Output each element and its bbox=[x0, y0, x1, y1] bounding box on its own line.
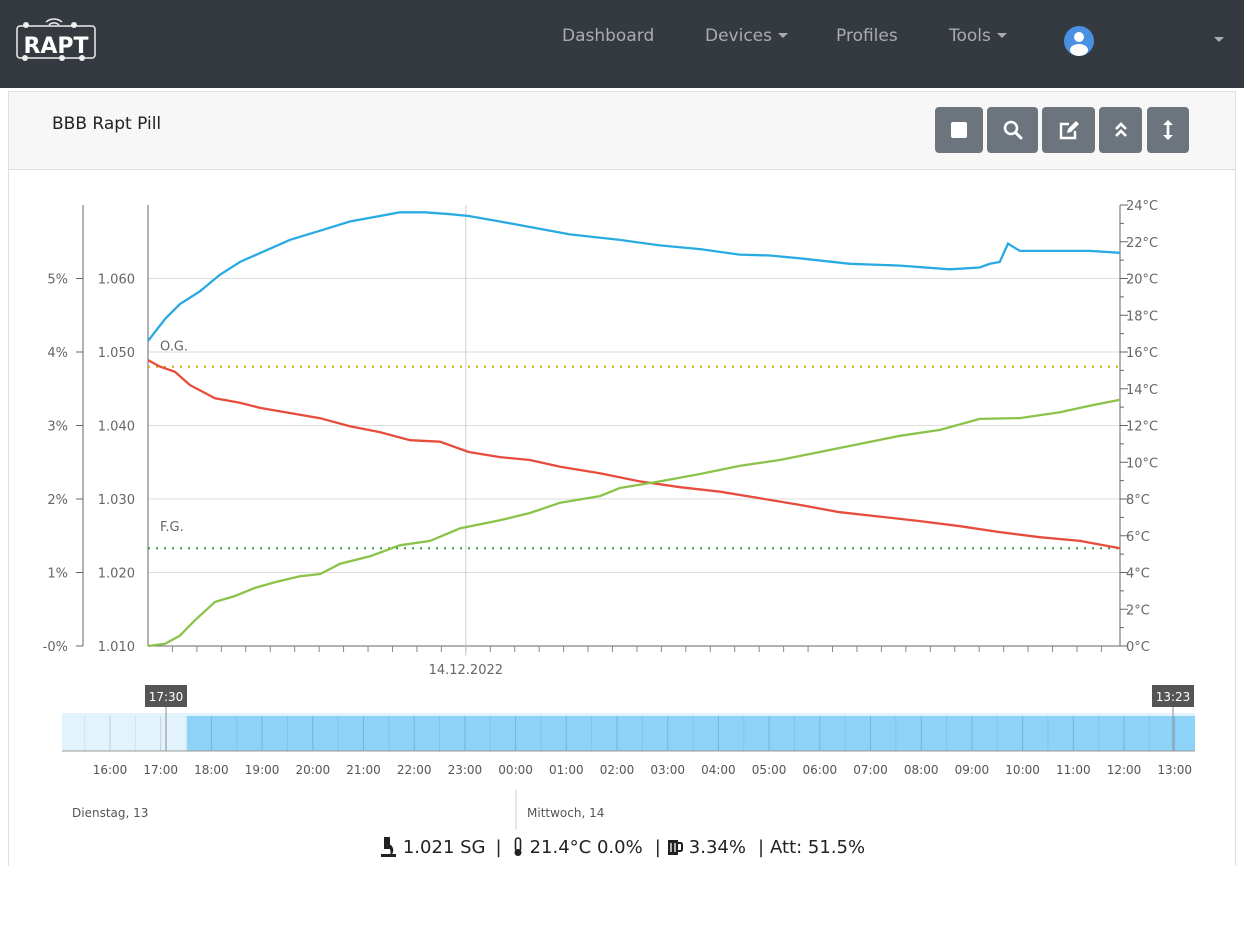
separator: | bbox=[654, 836, 661, 858]
temp-tick-label: 16°C bbox=[1126, 346, 1158, 361]
search-icon bbox=[1003, 120, 1022, 140]
sg-tick-label: 1.050 bbox=[98, 346, 135, 361]
navigator-start-flag[interactable] bbox=[145, 685, 187, 707]
navigator-hour-label: 17:00 bbox=[143, 763, 178, 777]
pct-tick-label: 3% bbox=[47, 420, 68, 435]
navigator-hour-label: 12:00 bbox=[1107, 763, 1142, 777]
temp-tick-label: 2°C bbox=[1126, 603, 1150, 618]
navigator-hour-label: 07:00 bbox=[853, 763, 888, 777]
nav-dashboard[interactable]: Dashboard bbox=[562, 26, 655, 46]
navigator-hour-label: 18:00 bbox=[194, 763, 229, 777]
separator: | bbox=[495, 836, 502, 858]
status-abv: 3.34% bbox=[688, 836, 746, 858]
navigator-hour-label: 11:00 bbox=[1056, 763, 1091, 777]
navbar: RAPT Dashboard Devices Profiles Tools bbox=[0, 0, 1244, 88]
status-temperature: 21.4°C 0.0% bbox=[529, 836, 643, 858]
sg-tick-label: 1.040 bbox=[98, 420, 135, 435]
user-avatar-icon[interactable] bbox=[1064, 26, 1094, 56]
series-gravity-line bbox=[147, 359, 1121, 550]
fermentation-chart[interactable]: -0% 1.010 1% 1.020 2% 1.030 3% 1.040 4% 1.050 5% 1.… bbox=[0, 0, 1244, 834]
temp-tick-label: 6°C bbox=[1126, 530, 1150, 545]
pct-tick-label: 2% bbox=[47, 493, 68, 508]
resize-vertical-icon bbox=[1163, 120, 1173, 140]
navigator-hour-label: 01:00 bbox=[549, 763, 584, 777]
nav-devices[interactable]: Devices bbox=[705, 26, 788, 46]
sg-tick-label: 1.030 bbox=[98, 493, 135, 508]
edit-button[interactable] bbox=[1042, 107, 1095, 153]
collapse-icon bbox=[1114, 122, 1127, 137]
navigator-hour-label: 23:00 bbox=[448, 763, 483, 777]
svg-text:RAPT: RAPT bbox=[23, 34, 88, 59]
temp-tick-label: 12°C bbox=[1126, 420, 1158, 435]
navigator-hour-label: 13:00 bbox=[1157, 763, 1192, 777]
pct-tick-label: 5% bbox=[47, 273, 68, 288]
resize-vertical-button[interactable] bbox=[1147, 107, 1189, 153]
sg-tick-label: 1.060 bbox=[98, 273, 135, 288]
temp-tick-label: 20°C bbox=[1126, 273, 1158, 288]
fg-label: F.G. bbox=[160, 520, 184, 535]
pct-tick-label: 1% bbox=[47, 567, 68, 582]
stop-button[interactable] bbox=[935, 107, 983, 153]
temp-tick-label: 8°C bbox=[1126, 493, 1150, 508]
separator: | bbox=[757, 836, 765, 858]
edit-icon bbox=[1059, 121, 1079, 140]
beer-mug-icon bbox=[667, 840, 683, 855]
card-title: BBB Rapt Pill bbox=[52, 114, 162, 134]
navigator-hour-label: 09:00 bbox=[955, 763, 990, 777]
temp-tick-label: 10°C bbox=[1126, 456, 1158, 471]
card-header: BBB Rapt Pill bbox=[9, 92, 1235, 170]
navigator-day-label: Dienstag, 13 bbox=[72, 806, 148, 820]
navigator-hour-label: 04:00 bbox=[701, 763, 736, 777]
pct-tick-label: 4% bbox=[47, 346, 68, 361]
navigator-hour-label: 03:00 bbox=[650, 763, 685, 777]
navigator-end-label: 13:23 bbox=[1156, 690, 1191, 704]
navigator-hour-label: 10:00 bbox=[1005, 763, 1040, 777]
sg-tick-label: 1.010 bbox=[98, 640, 135, 655]
temp-tick-label: 14°C bbox=[1126, 383, 1158, 398]
navigator-hour-label: 06:00 bbox=[803, 763, 838, 777]
navigator-start-label: 17:30 bbox=[149, 690, 184, 704]
status-gravity: 1.021 SG bbox=[402, 836, 486, 858]
pct-tick-label: -0% bbox=[43, 640, 68, 655]
series-temperature-line bbox=[147, 211, 1121, 342]
rapt-logo[interactable]: RAPT bbox=[14, 16, 98, 62]
temp-tick-label: 0°C bbox=[1126, 640, 1150, 655]
navigator-hour-label: 00:00 bbox=[498, 763, 533, 777]
navigator-hour-label: 20:00 bbox=[296, 763, 331, 777]
status-bar: 1.021 SG | 21.4°C 0.0% | 3.34% | Att: 51… bbox=[0, 834, 1244, 860]
temp-tick-label: 22°C bbox=[1126, 236, 1158, 251]
navigator-hour-label: 19:00 bbox=[245, 763, 280, 777]
series-abv-line bbox=[147, 398, 1121, 648]
temp-tick-label: 4°C bbox=[1126, 567, 1150, 582]
navigator-hour-label: 22:00 bbox=[397, 763, 432, 777]
thermometer-icon bbox=[514, 837, 522, 856]
stop-icon bbox=[951, 122, 967, 138]
collapse-button[interactable] bbox=[1099, 107, 1142, 153]
device-card: BBB Rapt Pill bbox=[8, 91, 1236, 866]
navigator-day-label: Mittwoch, 14 bbox=[527, 806, 604, 820]
navigator-hour-label: 02:00 bbox=[600, 763, 635, 777]
search-button[interactable] bbox=[987, 107, 1038, 153]
status-attenuation: Att: 51.5% bbox=[770, 836, 866, 858]
navigator-hour-label: 21:00 bbox=[346, 763, 381, 777]
navigator-hour-label: 08:00 bbox=[904, 763, 939, 777]
navigator-hour-label: 16:00 bbox=[93, 763, 128, 777]
sg-tick-label: 1.020 bbox=[98, 567, 135, 582]
temp-tick-label: 18°C bbox=[1126, 309, 1158, 324]
og-label: O.G. bbox=[160, 340, 188, 355]
navigator-end-flag[interactable] bbox=[1152, 685, 1194, 707]
navigator-hour-label: 05:00 bbox=[752, 763, 787, 777]
x-date-label: 14.12.2022 bbox=[429, 663, 503, 678]
microscope-icon bbox=[380, 837, 396, 857]
temp-tick-label: 24°C bbox=[1126, 199, 1158, 214]
nav-profiles[interactable]: Profiles bbox=[836, 26, 898, 46]
nav-tools[interactable]: Tools bbox=[949, 26, 1007, 46]
navigator-selection bbox=[187, 716, 1195, 751]
